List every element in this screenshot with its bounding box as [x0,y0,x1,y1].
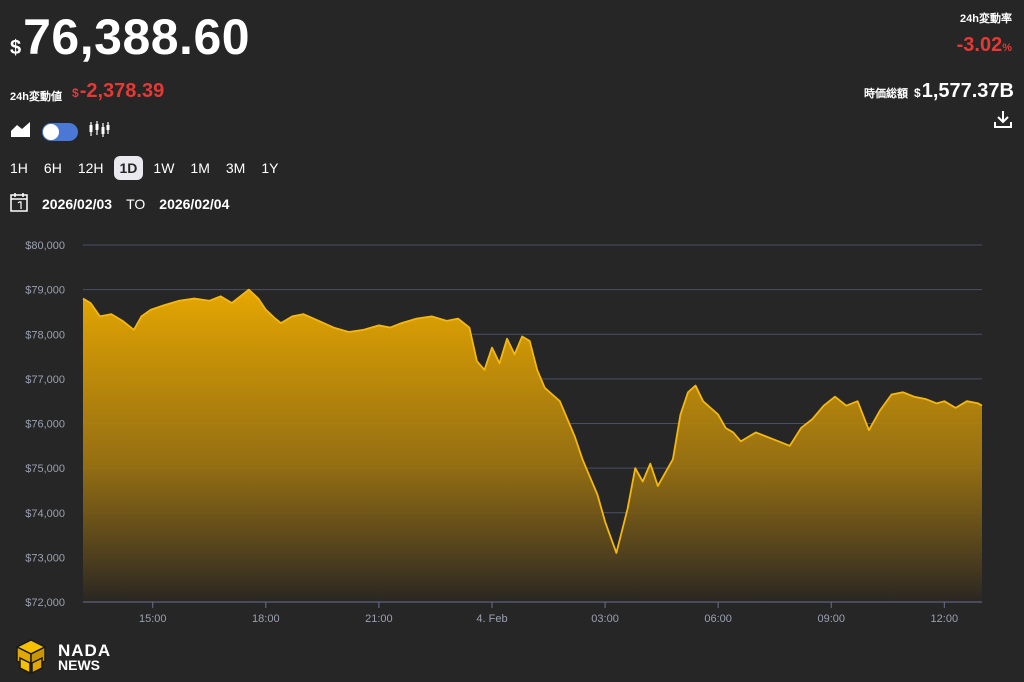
area-chart-icon[interactable] [10,120,32,143]
x-tick-label: 18:00 [252,613,280,625]
y-tick-label: $76,000 [25,419,65,431]
y-tick-label: $77,000 [25,374,65,386]
range-1m[interactable]: 1M [190,160,210,176]
x-tick-label: 09:00 [817,613,845,625]
market-cap-value: 1,577.37B [921,80,1014,102]
range-1w[interactable]: 1W [153,160,175,176]
change-currency: $ [72,86,79,100]
logo-cube-icon [15,639,47,675]
date-from-input[interactable]: 2026/02/03 [42,195,113,212]
download-icon[interactable] [992,108,1014,130]
x-tick-label: 21:00 [365,613,393,625]
change-value: $-2,378.39 [72,80,164,103]
y-tick-label: $74,000 [25,508,65,520]
pct-change-number: -3.02 [956,34,1003,56]
logo-name: NADA [58,640,112,660]
pct-change-label: 24h変動率 [960,13,1012,25]
nada-news-logo: NADA NEWS [8,638,111,676]
range-1y[interactable]: 1Y [261,160,279,176]
range-1h[interactable]: 1H [10,160,28,176]
price-area-fill [83,289,982,602]
range-12h[interactable]: 12H [77,160,104,176]
market-cap-label: 時価総額 [864,88,909,100]
x-tick-label: 15:00 [139,613,167,625]
y-tick-label: $73,000 [25,552,65,564]
date-range: 2026/02/03 TO 2026/02/04 [10,192,229,215]
range-6h[interactable]: 6H [43,160,62,176]
calendar-icon[interactable] [10,192,28,215]
x-tick-label: 03:00 [591,613,619,625]
y-tick-label: $75,000 [25,463,65,475]
y-tick-label: $72,000 [25,597,65,609]
logo-sub: NEWS [58,656,100,673]
current-price: 76,388.60 [23,9,251,65]
price-currency: $ [10,37,22,59]
date-to-label: TO [126,195,146,212]
candlestick-icon[interactable] [88,120,110,143]
pct-change-value: -3.02% [957,34,1012,57]
price-line [82,288,983,554]
price-display: $ 76,388.60 [10,8,250,66]
y-tick-label: $79,000 [25,285,65,297]
date-to-input[interactable]: 2026/02/04 [159,195,230,212]
pct-unit: % [1002,42,1012,54]
range-3m[interactable]: 3M [225,160,246,176]
change-amount: -2,378.39 [79,80,165,102]
chart-type-toolbar [10,120,110,143]
range-1d[interactable]: 1D [113,156,144,180]
change-label: 24h変動値 [10,91,62,103]
y-tick-label: $80,000 [25,240,65,252]
x-tick-label: 06:00 [704,613,732,625]
chart-toggle-switch[interactable] [42,122,78,141]
logo-text: NADA NEWS [58,640,112,673]
market-cap: 時価総額 $ 1,577.37B [864,80,1014,103]
x-tick-label: 12:00 [931,613,959,625]
x-tick-label: 4. Feb [476,613,507,625]
toggle-knob [43,123,59,140]
y-tick-label: $78,000 [25,329,65,341]
market-cap-currency: $ [914,86,921,100]
time-range-selector: 1H 6H 12H 1D 1W 1M 3M 1Y [4,156,284,180]
